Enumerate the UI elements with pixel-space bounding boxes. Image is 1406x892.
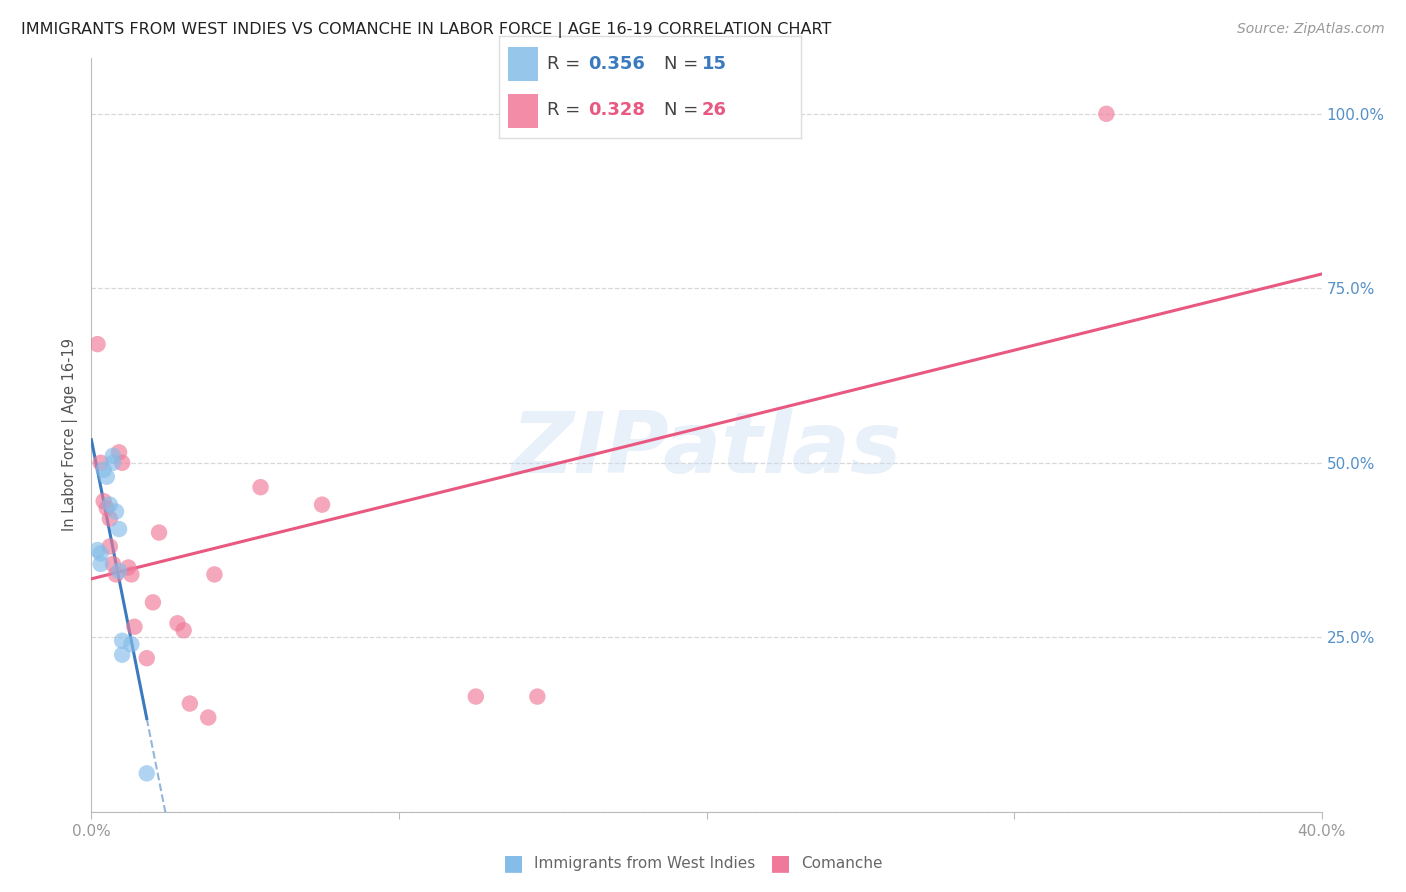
Point — [124, 620, 146, 634]
Point — [96, 501, 118, 516]
Point — [117, 560, 139, 574]
Point — [142, 595, 165, 609]
Point — [93, 463, 115, 477]
Text: N =: N = — [664, 101, 704, 119]
Text: Source: ZipAtlas.com: Source: ZipAtlas.com — [1237, 22, 1385, 37]
Text: R =: R = — [547, 55, 586, 73]
Point — [249, 480, 271, 494]
Point — [111, 456, 134, 470]
Bar — [508, 47, 538, 81]
Text: 0.328: 0.328 — [588, 101, 645, 119]
Point — [86, 337, 108, 351]
Text: ZIPatlas: ZIPatlas — [512, 409, 901, 491]
Point — [311, 498, 333, 512]
Point — [111, 633, 134, 648]
Point — [101, 456, 124, 470]
Text: Immigrants from West Indies: Immigrants from West Indies — [534, 856, 755, 871]
Point — [179, 697, 201, 711]
Point — [526, 690, 548, 704]
Point — [173, 624, 195, 638]
Point — [202, 567, 225, 582]
Point — [98, 540, 121, 554]
Point — [108, 522, 131, 536]
Point — [93, 494, 115, 508]
Point — [148, 525, 170, 540]
Y-axis label: In Labor Force | Age 16-19: In Labor Force | Age 16-19 — [62, 338, 79, 532]
Text: ■: ■ — [503, 854, 523, 873]
Point — [101, 449, 124, 463]
Text: Comanche: Comanche — [801, 856, 883, 871]
Point — [108, 564, 131, 578]
Point — [166, 616, 188, 631]
Text: N =: N = — [664, 55, 704, 73]
Point — [120, 637, 142, 651]
Point — [98, 511, 121, 525]
Point — [98, 498, 121, 512]
Point — [135, 651, 157, 665]
Point — [90, 547, 112, 561]
Text: 15: 15 — [702, 55, 727, 73]
Text: ■: ■ — [770, 854, 790, 873]
Text: 0.356: 0.356 — [588, 55, 645, 73]
Point — [1095, 107, 1118, 121]
Point — [464, 690, 486, 704]
Point — [90, 557, 112, 571]
Point — [101, 557, 124, 571]
Point — [135, 766, 157, 780]
Point — [86, 543, 108, 558]
Point — [105, 505, 127, 519]
Point — [90, 456, 112, 470]
Point — [96, 469, 118, 483]
Text: 26: 26 — [702, 101, 727, 119]
Point — [197, 710, 219, 724]
Bar — [508, 95, 538, 128]
Point — [108, 445, 131, 459]
Point — [111, 648, 134, 662]
Point — [105, 567, 127, 582]
Text: IMMIGRANTS FROM WEST INDIES VS COMANCHE IN LABOR FORCE | AGE 16-19 CORRELATION C: IMMIGRANTS FROM WEST INDIES VS COMANCHE … — [21, 22, 831, 38]
Point — [120, 567, 142, 582]
Text: R =: R = — [547, 101, 586, 119]
